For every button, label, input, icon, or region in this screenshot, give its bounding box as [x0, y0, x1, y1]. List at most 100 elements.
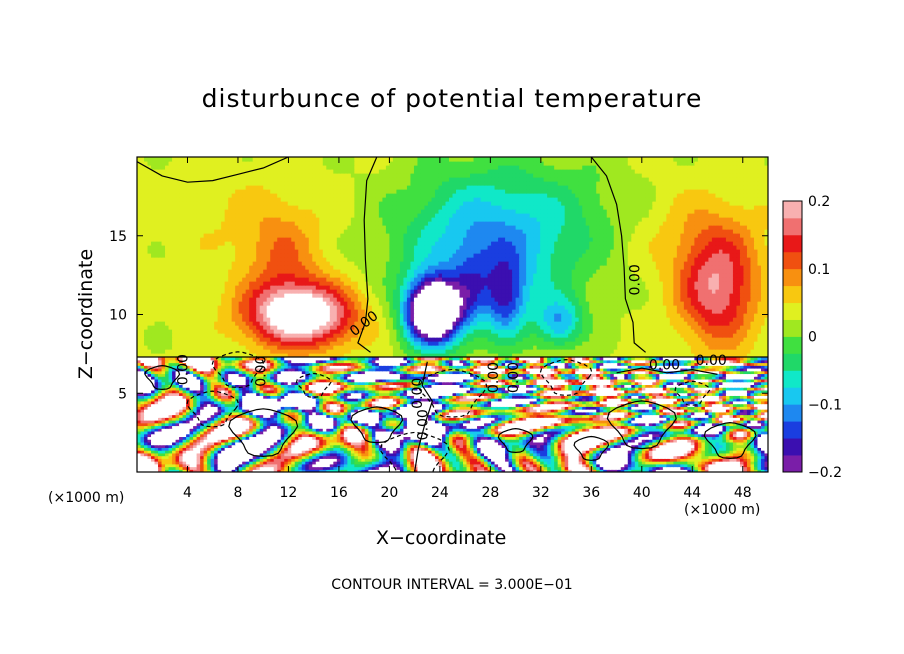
field-cell: [683, 277, 688, 282]
field-cell: [617, 345, 622, 350]
field-cell: [687, 249, 692, 254]
field-cell: [508, 261, 513, 266]
field-cell: [343, 257, 348, 262]
field-cell: [571, 261, 576, 266]
field-cell: [266, 301, 271, 306]
field-cell: [554, 349, 559, 354]
field-cell: [676, 305, 681, 310]
field-cell: [298, 293, 303, 298]
field-cell: [452, 345, 457, 350]
field-cell: [413, 277, 419, 282]
field-cell: [266, 353, 271, 358]
field-cell: [494, 321, 499, 326]
field-cell: [564, 245, 569, 250]
field-cell: [452, 281, 457, 286]
field-cell: [466, 245, 471, 250]
field-cell: [764, 305, 768, 310]
field-cell: [715, 269, 720, 274]
field-cell: [578, 349, 583, 354]
field-cell: [690, 345, 695, 350]
field-cell: [343, 309, 348, 314]
field-cell: [557, 281, 562, 286]
field-cell: [179, 349, 184, 354]
field-cell: [210, 333, 215, 338]
field-cell: [158, 249, 163, 254]
field-cell: [543, 273, 548, 278]
field-cell: [760, 353, 766, 358]
field-cell: [445, 345, 450, 350]
field-cell: [340, 297, 345, 302]
field-cell: [245, 257, 250, 262]
field-cell: [575, 353, 580, 358]
field-cell: [399, 317, 405, 322]
field-cell: [480, 265, 485, 270]
field-cell: [207, 245, 212, 250]
field-cell: [207, 337, 212, 342]
field-cell: [263, 301, 268, 306]
field-cell: [708, 309, 713, 314]
field-cell: [137, 269, 142, 274]
field-cell: [715, 285, 720, 290]
field-cell: [235, 341, 240, 346]
field-cell: [340, 301, 345, 306]
field-cell: [399, 297, 405, 302]
field-cell: [298, 333, 303, 338]
field-cell: [480, 353, 485, 358]
field-cell: [147, 321, 152, 326]
field-cell: [711, 349, 717, 354]
field-cell: [750, 297, 755, 302]
field-cell: [235, 301, 240, 306]
field-cell: [743, 265, 748, 270]
field-cell: [378, 281, 383, 286]
field-cell: [217, 305, 222, 310]
field-cell: [151, 341, 156, 346]
field-cell: [666, 289, 671, 294]
field-cell: [585, 341, 590, 346]
field-cell: [140, 301, 145, 306]
field-cell: [417, 349, 422, 354]
field-cell: [144, 265, 149, 270]
field-cell: [575, 333, 580, 338]
field-cell: [392, 309, 398, 314]
field-cell: [473, 257, 478, 262]
field-cell: [259, 337, 264, 342]
field-cell: [519, 277, 524, 282]
field-cell: [491, 289, 496, 294]
field-cell: [631, 305, 636, 310]
field-cell: [666, 301, 671, 306]
field-cell: [273, 341, 278, 346]
field-cell: [224, 257, 229, 262]
field-cell: [347, 289, 352, 294]
field-cell: [238, 289, 243, 294]
field-cell: [336, 273, 341, 278]
field-cell: [494, 313, 499, 318]
field-cell: [627, 321, 632, 326]
field-cell: [529, 249, 534, 254]
field-cell: [470, 253, 475, 258]
field-cell: [578, 293, 583, 298]
field-cell: [687, 309, 692, 314]
field-cell: [708, 341, 713, 346]
field-cell: [420, 297, 426, 302]
field-cell: [452, 333, 457, 338]
field-cell: [140, 317, 145, 322]
field-cell: [645, 329, 650, 334]
field-cell: [175, 305, 180, 310]
field-cell: [687, 253, 692, 258]
field-cell: [606, 301, 611, 306]
field-cell: [308, 301, 313, 306]
field-cell: [547, 285, 552, 290]
field-cell: [673, 273, 678, 278]
field-cell: [606, 277, 611, 282]
field-cell: [410, 309, 415, 314]
field-cell: [137, 305, 142, 310]
field-cell: [445, 249, 450, 254]
field-cell: [655, 333, 660, 338]
field-cell: [589, 285, 594, 290]
field-cell: [505, 353, 510, 358]
field-cell: [452, 289, 457, 294]
field-cell: [652, 317, 657, 322]
field-cell: [161, 265, 166, 270]
field-cell: [456, 317, 461, 322]
field-cell: [757, 305, 762, 310]
